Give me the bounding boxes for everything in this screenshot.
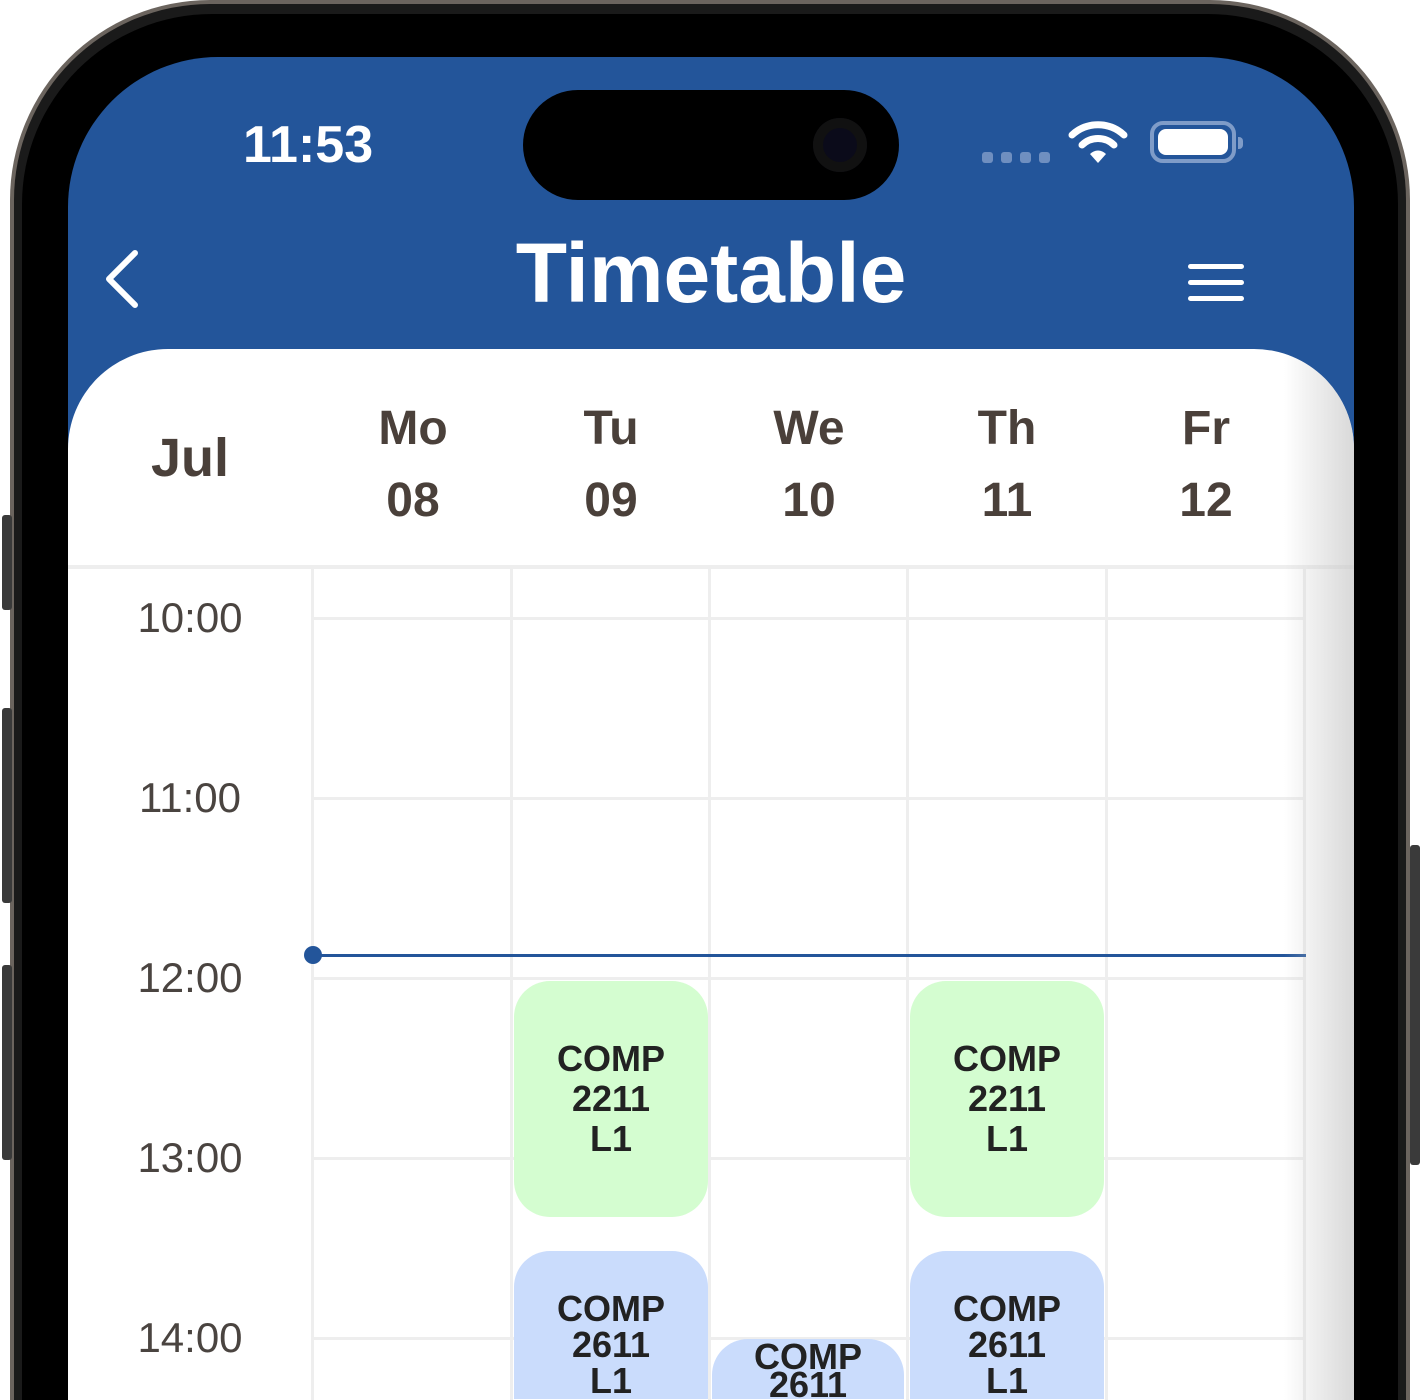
day-header-th[interactable]: Th 11 — [977, 402, 1037, 527]
grid-line — [311, 569, 314, 1400]
day-header-we[interactable]: We 10 — [773, 402, 845, 527]
dynamic-island — [523, 90, 899, 200]
day-header-tu[interactable]: Tu 09 — [583, 402, 639, 527]
hour-label: 13:00 — [137, 1134, 243, 1181]
month-label: Jul — [150, 428, 230, 488]
grid-line — [510, 569, 513, 1400]
grid-line — [312, 1337, 1304, 1340]
hour-label: 11:00 — [139, 774, 241, 821]
edge-shadow — [1284, 349, 1354, 1400]
hour-label: 12:00 — [137, 954, 243, 1001]
event-block[interactable]: COMP 2611 — [712, 1339, 904, 1400]
hour-label: 10:00 — [137, 594, 243, 641]
chevron-left-icon[interactable] — [103, 247, 143, 311]
header-divider — [68, 565, 1354, 569]
menu-icon[interactable] — [1188, 264, 1244, 301]
battery-icon — [1150, 121, 1243, 163]
status-time: 11:53 — [243, 116, 374, 174]
grid-line — [312, 617, 1304, 620]
grid-line — [312, 977, 1304, 980]
screen: 11:53 Timetable Jul Mo 08 Tu 09 We 10 Th 11 … — [68, 57, 1354, 1400]
volume-up-button — [2, 708, 12, 903]
event-block[interactable]: COMP 2211 L1 — [514, 981, 708, 1217]
grid-line — [708, 569, 711, 1400]
timetable-card: Jul Mo 08 Tu 09 We 10 Th 11 Fr 12 10:00 11:00… — [68, 349, 1354, 1400]
page-title: Timetable — [515, 226, 907, 320]
event-block[interactable]: COMP 2611 L1 — [514, 1251, 708, 1399]
grid-line — [312, 1157, 1304, 1160]
day-header-fr[interactable]: Fr 12 — [1179, 402, 1233, 527]
signal-icon — [982, 152, 1050, 163]
current-time-dot — [304, 946, 322, 964]
event-block[interactable]: COMP 2211 L1 — [910, 981, 1104, 1217]
day-header-mo[interactable]: Mo 08 — [378, 402, 448, 527]
volume-down-button — [2, 965, 12, 1160]
side-button — [2, 515, 12, 610]
event-block[interactable]: COMP 2611 L1 — [910, 1251, 1104, 1399]
camera-icon — [813, 118, 867, 172]
grid-line — [312, 797, 1304, 800]
grid-line — [1105, 569, 1108, 1400]
hour-label: 14:00 — [137, 1314, 243, 1361]
current-time-line — [312, 954, 1306, 957]
grid-line — [906, 569, 909, 1400]
power-button — [1410, 845, 1420, 1165]
wifi-icon — [1068, 121, 1128, 163]
